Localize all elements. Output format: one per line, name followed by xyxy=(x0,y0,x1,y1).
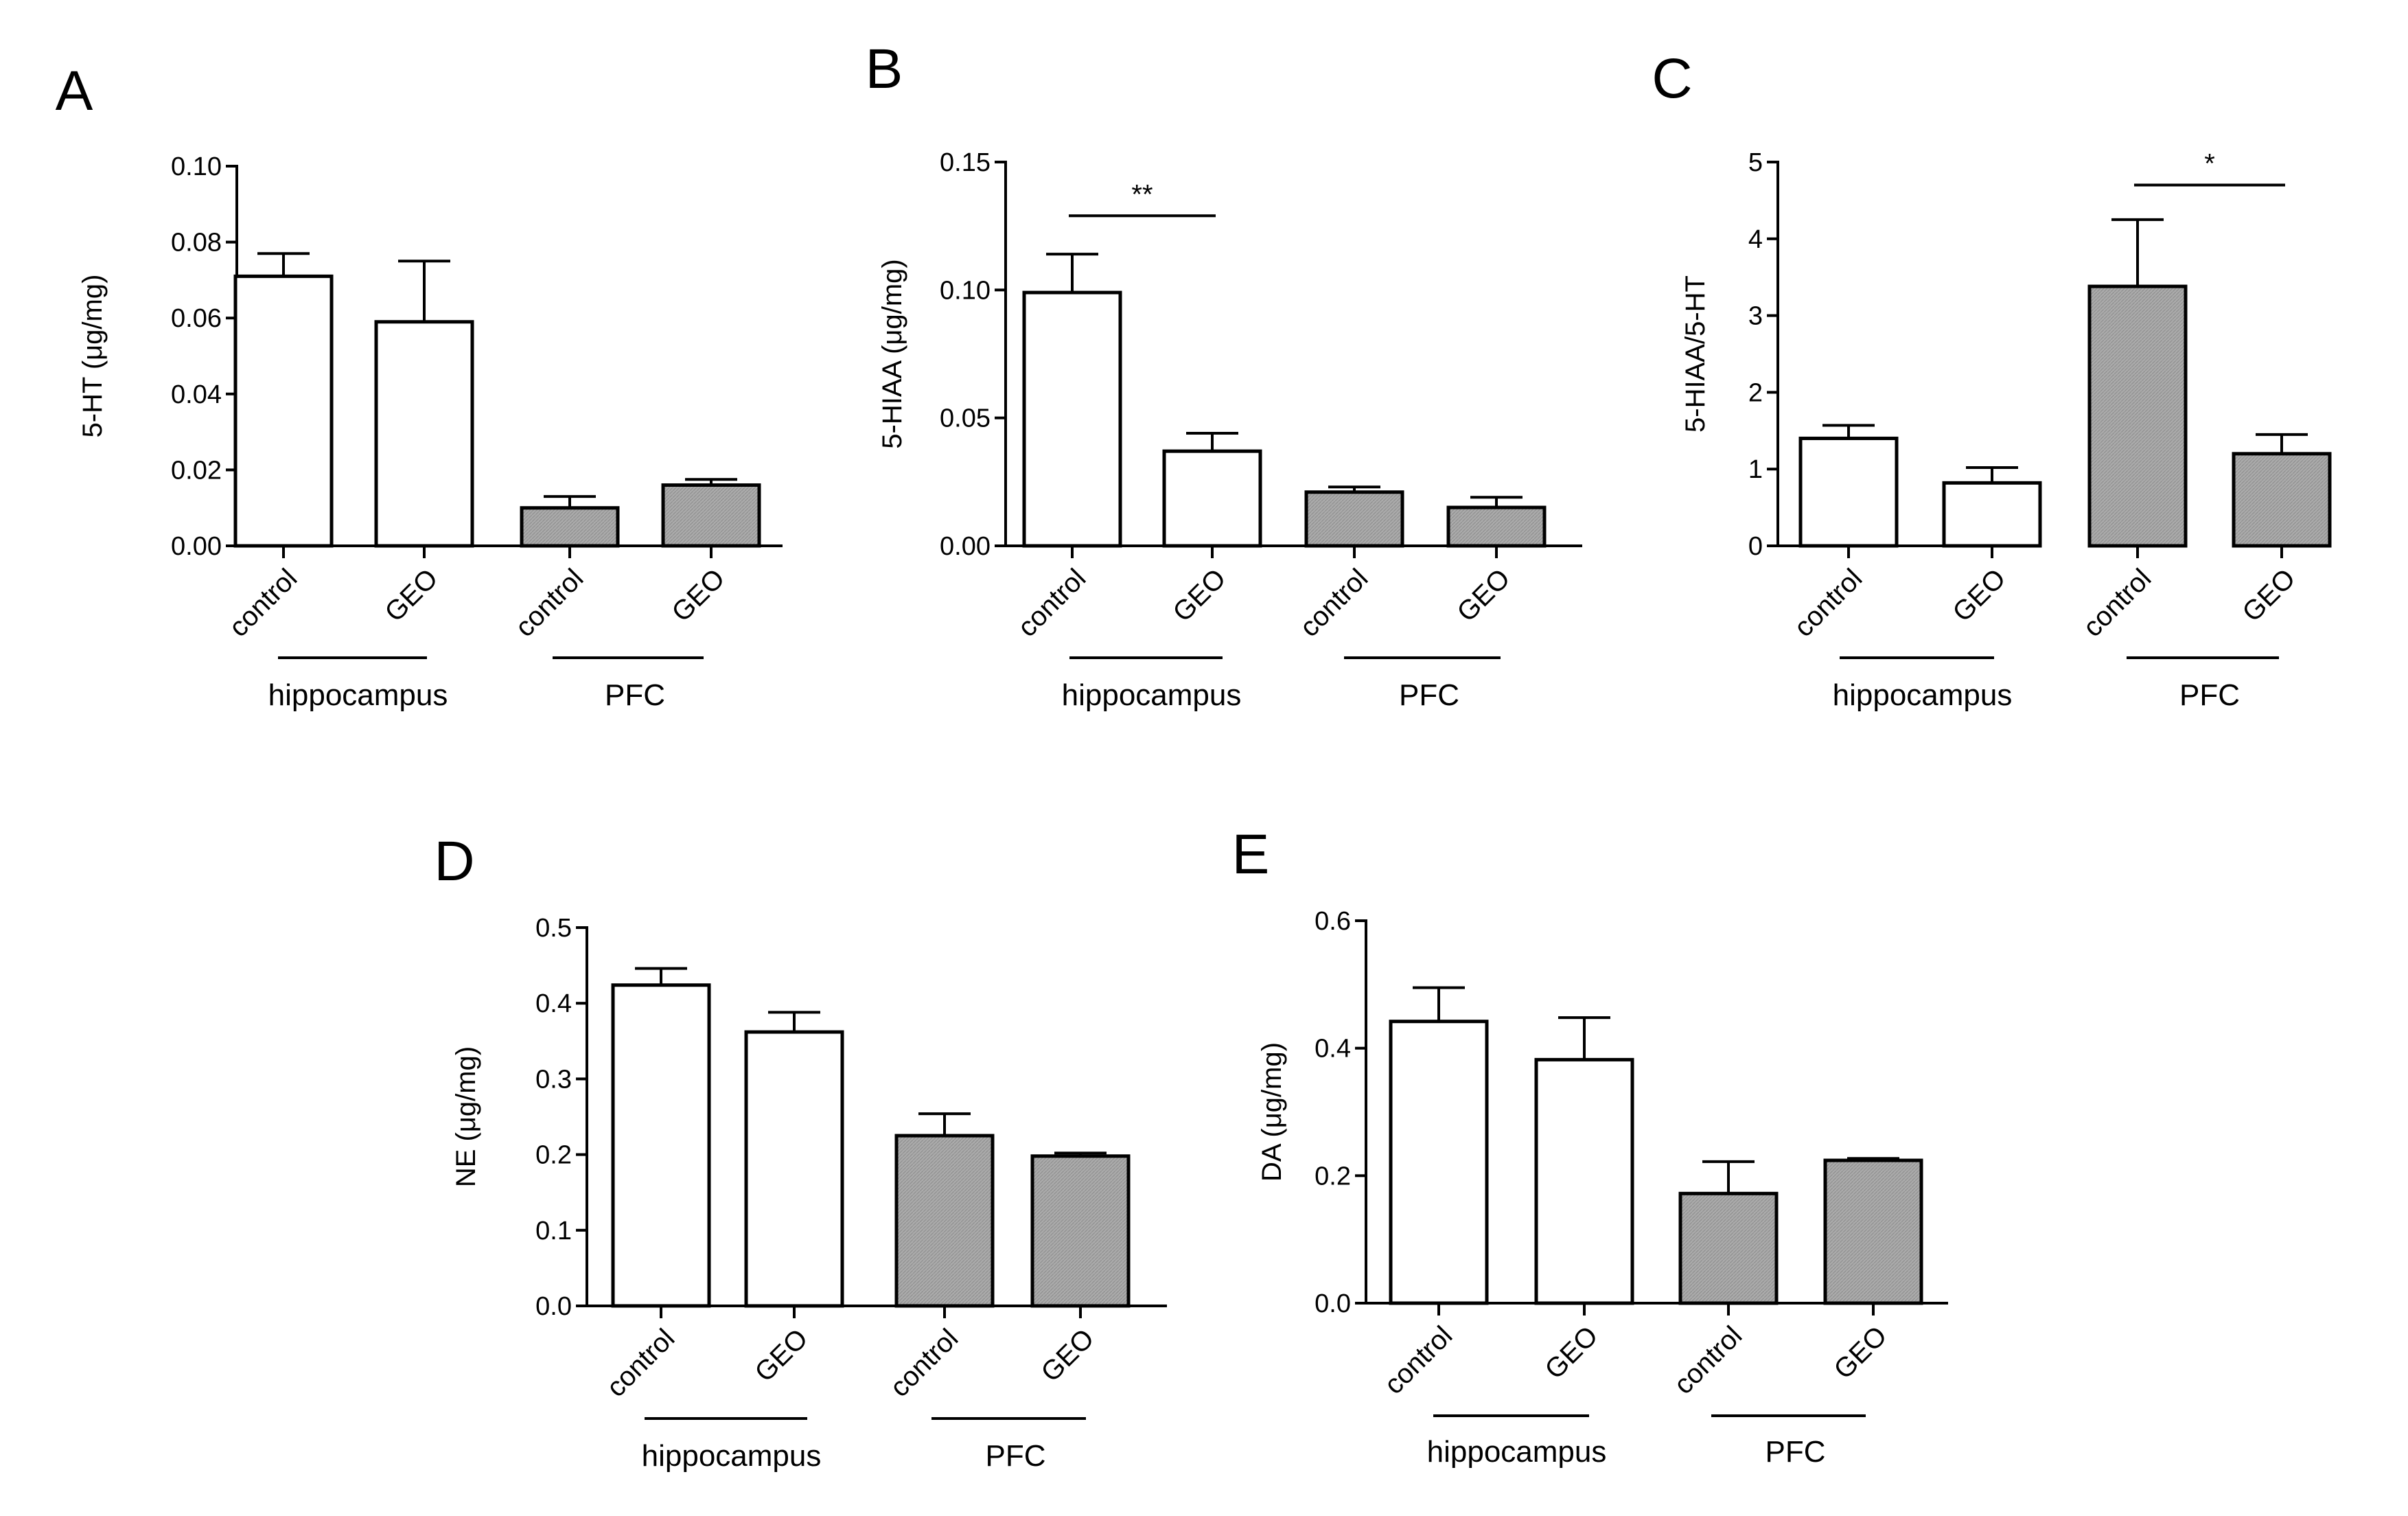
group-label-c: PFC xyxy=(2179,678,2240,712)
y-axis-label-e: DA (μg/mg) xyxy=(1257,1042,1287,1182)
category-label-c: control xyxy=(1788,563,1868,643)
category-label-a: control xyxy=(223,563,303,643)
y-tick-label-a: 0.04 xyxy=(171,380,222,409)
panel-letter-b: B xyxy=(866,38,903,100)
y-tick-label-e: 0.6 xyxy=(1315,907,1351,936)
bar-a-3 xyxy=(520,506,620,548)
y-tick-label-e: 0.2 xyxy=(1315,1162,1351,1191)
y-tick-label-d: 0.5 xyxy=(535,914,572,943)
category-label-c: control xyxy=(2077,563,2157,643)
category-label-b: GEO xyxy=(1167,563,1231,628)
category-label-c: GEO xyxy=(1947,563,2011,628)
bar-b-4 xyxy=(1446,505,1547,548)
significance-label-b: ** xyxy=(1131,179,1153,209)
group-label-a: hippocampus xyxy=(268,678,448,712)
bar-b-3 xyxy=(1304,490,1404,548)
category-label-c: GEO xyxy=(2236,563,2301,628)
group-label-d: PFC xyxy=(986,1439,1046,1473)
y-tick-label-d: 0.3 xyxy=(535,1065,572,1094)
significance-label-c: * xyxy=(2204,149,2215,179)
group-label-e: hippocampus xyxy=(1427,1435,1607,1469)
y-tick-label-c: 5 xyxy=(1748,148,1763,177)
y-tick-label-d: 0.1 xyxy=(535,1217,572,1245)
bar-b-2 xyxy=(1162,449,1262,548)
panel-letter-d: D xyxy=(434,830,474,893)
y-tick-label-e: 0.4 xyxy=(1315,1035,1351,1064)
y-tick-label-c: 4 xyxy=(1748,225,1763,254)
category-label-e: GEO xyxy=(1828,1320,1892,1385)
panel-letter-c: C xyxy=(1652,47,1692,110)
group-label-a: PFC xyxy=(605,678,665,712)
bar-b-1 xyxy=(1022,290,1122,548)
y-tick-label-c: 0 xyxy=(1748,532,1763,561)
y-tick-label-a: 0.10 xyxy=(171,152,222,181)
category-label-b: control xyxy=(1012,563,1091,643)
y-tick-label-d: 0.2 xyxy=(535,1141,572,1170)
category-label-b: control xyxy=(1294,563,1374,643)
category-label-e: control xyxy=(1668,1320,1748,1400)
y-axis-label-c: 5-HIAA/5-HT xyxy=(1680,275,1711,433)
category-label-d: GEO xyxy=(1035,1323,1100,1388)
category-label-d: control xyxy=(884,1323,964,1403)
y-tick-label-a: 0.00 xyxy=(171,532,222,561)
group-label-d: hippocampus xyxy=(642,1439,822,1473)
y-tick-label-a: 0.08 xyxy=(171,229,222,257)
y-tick-label-e: 0.0 xyxy=(1315,1289,1351,1318)
bar-d-2 xyxy=(744,1030,844,1308)
bar-e-1 xyxy=(1389,1020,1489,1305)
category-label-e: GEO xyxy=(1539,1320,1604,1385)
bar-a-2 xyxy=(374,320,474,548)
panel-letter-a: A xyxy=(56,60,93,122)
bar-c-1 xyxy=(1798,436,1899,548)
y-tick-label-c: 3 xyxy=(1748,302,1763,331)
category-label-d: control xyxy=(601,1323,680,1403)
group-label-c: hippocampus xyxy=(1833,678,2013,712)
category-label-e: control xyxy=(1378,1320,1458,1400)
category-label-a: control xyxy=(509,563,589,643)
group-label-b: hippocampus xyxy=(1062,678,1242,712)
y-axis-label-a: 5-HT (μg/mg) xyxy=(78,275,108,438)
y-tick-label-b: 0.15 xyxy=(940,148,991,177)
y-tick-label-d: 0.4 xyxy=(535,989,572,1018)
y-tick-label-d: 0.0 xyxy=(535,1292,572,1321)
bar-e-2 xyxy=(1534,1057,1634,1305)
y-tick-label-b: 0.10 xyxy=(940,276,991,305)
y-axis-label-b: 5-HIAA (μg/mg) xyxy=(877,259,907,448)
bar-d-4 xyxy=(1030,1154,1131,1308)
bar-a-1 xyxy=(233,274,334,548)
y-tick-label-b: 0.05 xyxy=(940,404,991,433)
bar-c-2 xyxy=(1942,481,2042,548)
group-label-e: PFC xyxy=(1766,1435,1826,1469)
bar-e-3 xyxy=(1678,1191,1779,1305)
bar-d-1 xyxy=(611,983,711,1308)
y-tick-label-b: 0.00 xyxy=(940,532,991,561)
group-label-b: PFC xyxy=(1399,678,1459,712)
category-label-a: GEO xyxy=(379,563,443,628)
y-tick-label-a: 0.06 xyxy=(171,304,222,333)
bar-d-3 xyxy=(894,1134,995,1308)
category-label-d: GEO xyxy=(749,1323,813,1388)
bar-a-4 xyxy=(661,483,761,548)
bar-e-4 xyxy=(1823,1158,1923,1305)
panel-letter-e: E xyxy=(1232,823,1270,886)
category-label-a: GEO xyxy=(666,563,730,628)
bar-c-4 xyxy=(2232,452,2332,548)
bar-c-3 xyxy=(2087,284,2188,548)
category-label-b: GEO xyxy=(1451,563,1516,628)
y-tick-label-c: 1 xyxy=(1748,455,1763,484)
y-tick-label-c: 2 xyxy=(1748,378,1763,407)
y-tick-label-a: 0.02 xyxy=(171,456,222,485)
y-axis-label-d: NE (μg/mg) xyxy=(451,1046,481,1187)
